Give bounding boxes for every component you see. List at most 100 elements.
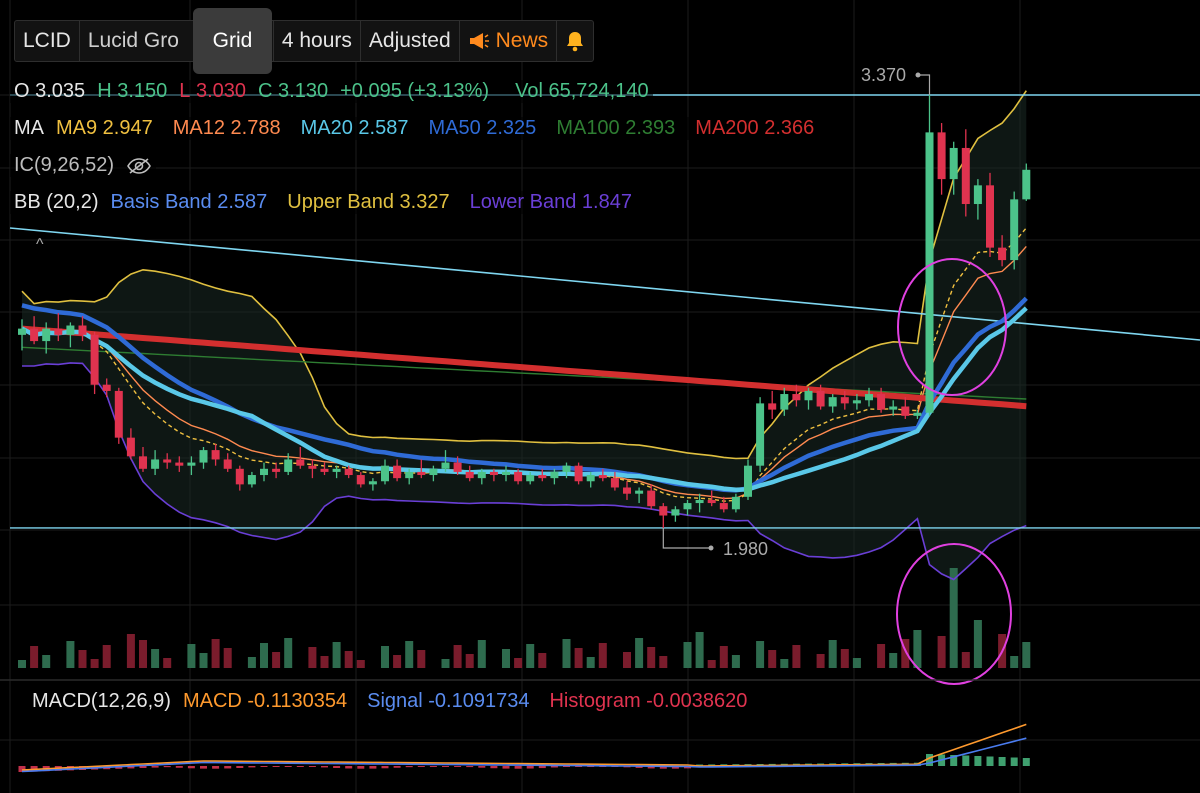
ohlc-open: O 3.035 <box>14 80 85 103</box>
volume-bar <box>139 640 147 668</box>
candle-body <box>187 462 196 466</box>
candle-body <box>429 468 438 476</box>
candle-body <box>260 468 268 476</box>
macd-histogram-bar <box>671 766 679 769</box>
macd-row[interactable]: MACD(12,26,9) MACD -0.1130354 Signal -0.… <box>10 690 751 713</box>
volume-bar <box>707 660 716 668</box>
bb-upper-value: Upper Band 3.327 <box>287 191 450 213</box>
volume-bar <box>66 641 75 668</box>
candle-body <box>66 325 75 335</box>
candle-body <box>707 499 716 504</box>
volume-bar <box>284 638 293 668</box>
macd-histogram-bar <box>236 766 244 768</box>
macd-histogram-bar <box>187 766 195 769</box>
macd-histogram-bar <box>163 766 171 768</box>
grid-button[interactable] <box>197 21 274 61</box>
candle-body <box>998 247 1007 261</box>
macd-histogram-bar <box>308 766 316 767</box>
ma-row[interactable]: MA MA9 2.947 MA12 2.788 MA20 2.587 MA50 … <box>10 117 819 140</box>
macd-histogram-bar <box>18 766 26 772</box>
candle-body <box>320 468 329 472</box>
volume-bar <box>465 654 474 668</box>
company-name[interactable]: Lucid Gro <box>80 21 197 61</box>
candle-body <box>393 465 402 479</box>
bollinger-row[interactable]: BB (20,2) Basis Band 2.587 Upper Band 3.… <box>10 191 636 214</box>
symbol-button[interactable]: LCID <box>15 21 80 61</box>
adjusted-button[interactable]: Adjusted <box>361 21 460 61</box>
candle-body <box>949 147 958 180</box>
volume-bar <box>199 653 208 668</box>
candle-body <box>441 462 450 469</box>
volume-bar <box>719 646 728 668</box>
ma-label: MA <box>14 117 44 139</box>
timeframe-label: 4 hours <box>281 29 352 52</box>
candle-body <box>598 475 607 479</box>
alert-button[interactable] <box>557 21 593 61</box>
volume-value: 65,724,140 <box>548 80 649 102</box>
ma200-value: MA200 2.366 <box>695 117 815 139</box>
volume-bar <box>731 655 740 668</box>
macd-histogram-bar <box>260 766 268 767</box>
candle-body <box>526 475 535 482</box>
macd-histogram-bar <box>284 766 292 767</box>
volume-bar <box>840 649 849 668</box>
megaphone-icon <box>469 33 489 49</box>
timeframe-button[interactable]: 4 hours <box>274 21 361 61</box>
candle-body <box>151 459 160 469</box>
company-name-label: Lucid Gro <box>87 29 179 52</box>
low-label: L <box>179 80 191 102</box>
volume-bar <box>187 644 196 668</box>
volume-bar <box>223 648 232 668</box>
volume-bar <box>393 655 402 668</box>
high-value: 3.150 <box>117 80 168 102</box>
ohlc-row: O 3.035 H 3.150 L 3.030 C 3.130 +0.095 (… <box>10 80 653 103</box>
candle-body <box>1022 169 1031 200</box>
candle-body <box>368 481 377 485</box>
volume-bar <box>514 658 523 668</box>
macd-line <box>21 723 1027 771</box>
ichimoku-label: IC(9,26,52) <box>14 154 115 176</box>
macd-histogram-bar <box>575 766 583 767</box>
volume-bar <box>78 650 87 668</box>
volume-bar <box>332 642 341 668</box>
volume-bar <box>659 656 668 668</box>
macd-histogram-bar <box>333 766 341 769</box>
volume-bar <box>502 649 510 668</box>
candle-body <box>695 499 704 504</box>
volume-bar <box>780 659 789 668</box>
macd-histogram-bar <box>550 766 558 768</box>
macd-histogram-bar <box>962 755 970 766</box>
macd-histogram-bar <box>151 766 159 768</box>
volume-bar <box>623 652 631 668</box>
macd-histogram-bar <box>926 754 933 766</box>
volume-bar <box>961 652 970 668</box>
ichimoku-row[interactable]: IC(9,26,52) <box>10 154 157 177</box>
candle-body <box>780 394 789 410</box>
macd-histogram-bar <box>1010 757 1018 766</box>
volume-bar <box>562 639 571 668</box>
volume-bar <box>272 652 281 668</box>
eye-hidden-icon[interactable] <box>126 157 152 175</box>
news-button[interactable]: News <box>460 21 558 61</box>
price-markers: 3.370 1.980 <box>662 65 931 559</box>
volume-bar <box>586 657 595 668</box>
candle-body <box>284 459 293 472</box>
candle-body <box>381 465 389 482</box>
candle-body <box>768 403 777 410</box>
macd-histogram-bar <box>405 766 413 768</box>
ma200-line <box>21 325 1027 410</box>
candle-body <box>623 487 631 494</box>
macd-histogram-bar <box>393 766 401 768</box>
candle-body <box>126 437 135 457</box>
grid-tooltip: Grid <box>193 8 272 74</box>
collapse-chevron-icon[interactable]: ^ <box>36 236 44 253</box>
volume-bar <box>574 648 583 668</box>
macd-histogram-bar <box>538 766 546 769</box>
bb-label: BB (20,2) <box>14 191 99 213</box>
volume-bars <box>18 568 1031 668</box>
volume-bar <box>647 647 656 668</box>
macd-histogram-bar <box>381 766 389 769</box>
bell-icon <box>567 32 584 52</box>
macd-label: MACD(12,26,9) <box>32 690 171 712</box>
